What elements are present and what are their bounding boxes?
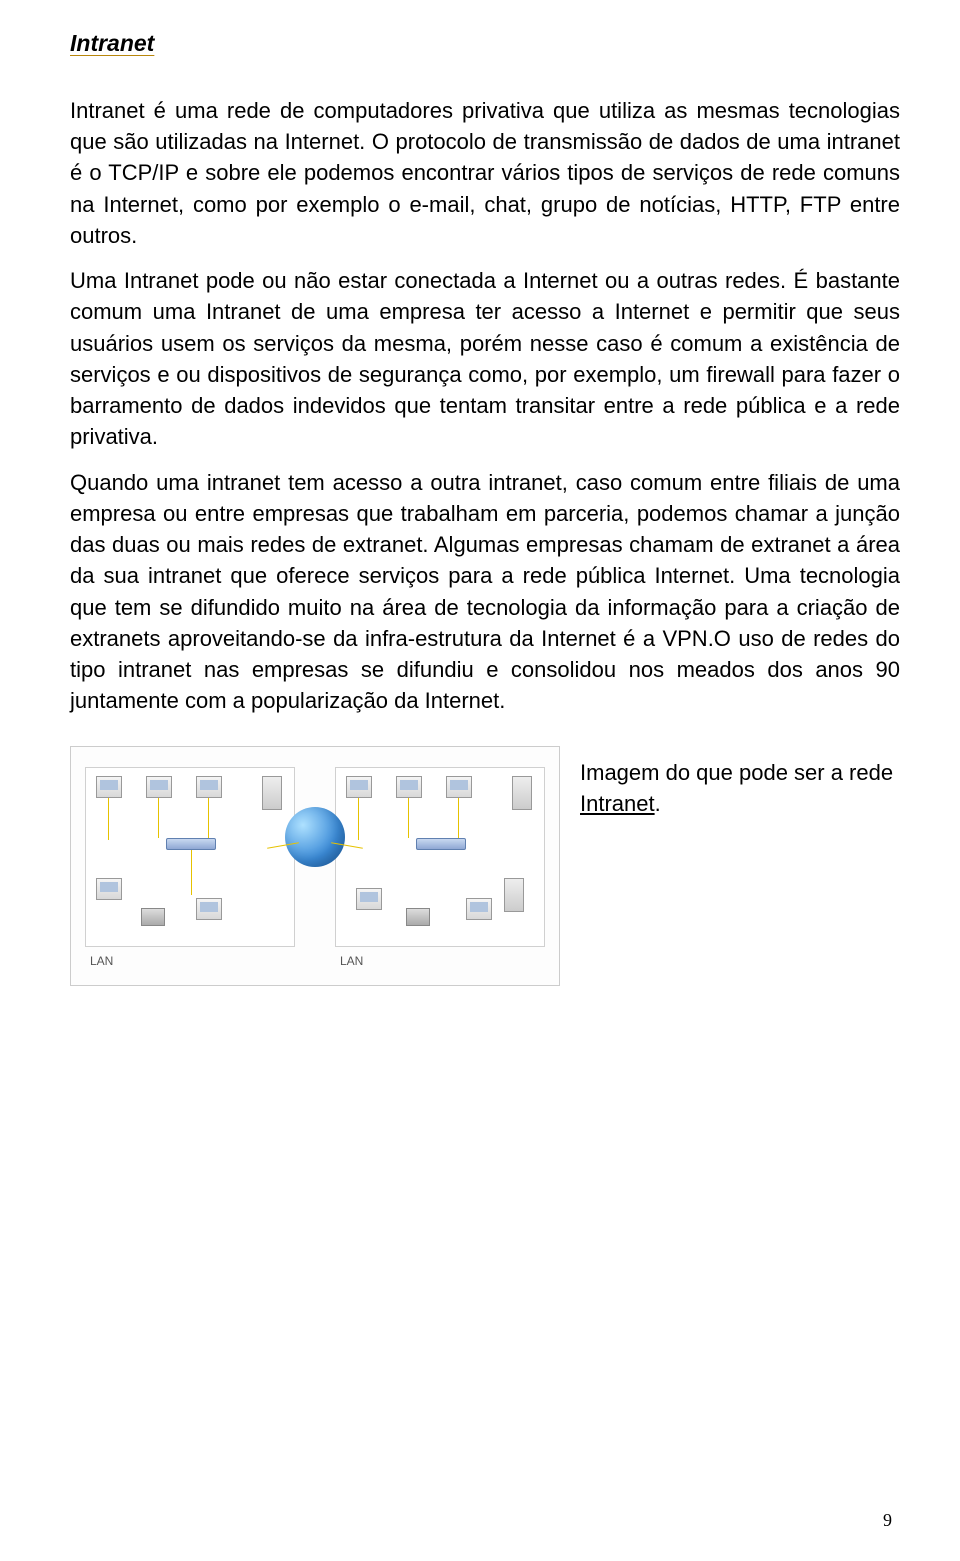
server-icon bbox=[512, 776, 532, 810]
computer-icon bbox=[196, 898, 222, 920]
wire-icon bbox=[408, 798, 409, 838]
lan-left-group: LAN bbox=[85, 767, 295, 947]
computer-icon bbox=[446, 776, 472, 798]
computer-icon bbox=[396, 776, 422, 798]
lan-label-left: LAN bbox=[90, 954, 113, 968]
caption-prefix: Imagem do que pode ser a rede bbox=[580, 760, 893, 785]
server-icon bbox=[262, 776, 282, 810]
lan-right-group: LAN bbox=[335, 767, 545, 947]
computer-icon bbox=[146, 776, 172, 798]
paragraph-3: Quando uma intranet tem acesso a outra i… bbox=[70, 467, 900, 717]
lan-label-right: LAN bbox=[340, 954, 363, 968]
computer-icon bbox=[96, 878, 122, 900]
figure-row: LAN LAN Imagem do que pode ser a rede In… bbox=[70, 746, 900, 986]
computer-icon bbox=[96, 776, 122, 798]
switch-icon bbox=[416, 838, 466, 850]
caption-suffix: . bbox=[655, 791, 661, 816]
page-number: 9 bbox=[883, 1510, 892, 1531]
wire-icon bbox=[158, 798, 159, 838]
computer-icon bbox=[466, 898, 492, 920]
page-title: Intranet bbox=[70, 30, 900, 57]
wire-icon bbox=[108, 798, 109, 840]
computer-icon bbox=[356, 888, 382, 910]
wire-icon bbox=[208, 798, 209, 838]
wire-icon bbox=[458, 798, 459, 838]
wire-icon bbox=[358, 798, 359, 840]
server-icon bbox=[504, 878, 524, 912]
figure-caption: Imagem do que pode ser a rede Intranet. bbox=[580, 758, 900, 820]
printer-icon bbox=[406, 908, 430, 926]
computer-icon bbox=[346, 776, 372, 798]
computer-icon bbox=[196, 776, 222, 798]
wire-icon bbox=[191, 850, 192, 895]
caption-link: Intranet bbox=[580, 791, 655, 816]
globe-icon bbox=[285, 807, 345, 867]
paragraph-1: Intranet é uma rede de computadores priv… bbox=[70, 95, 900, 251]
figure-caption-wrap: Imagem do que pode ser a rede Intranet. bbox=[580, 746, 900, 820]
printer-icon bbox=[141, 908, 165, 926]
paragraph-2: Uma Intranet pode ou não estar conectada… bbox=[70, 265, 900, 452]
switch-icon bbox=[166, 838, 216, 850]
network-diagram: LAN LAN bbox=[70, 746, 560, 986]
